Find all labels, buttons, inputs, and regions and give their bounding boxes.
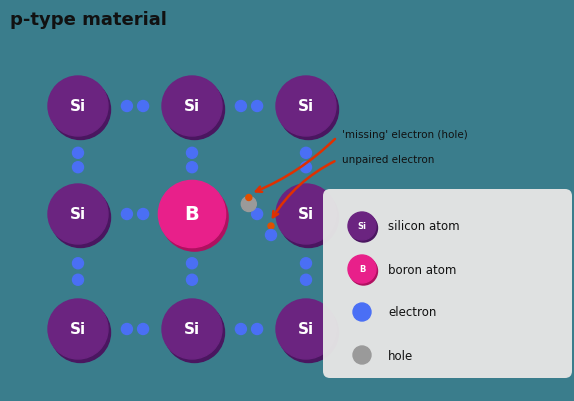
- Circle shape: [348, 255, 376, 283]
- Circle shape: [158, 181, 226, 248]
- Circle shape: [121, 324, 133, 335]
- Circle shape: [167, 80, 209, 122]
- Circle shape: [53, 80, 95, 122]
- Circle shape: [246, 195, 252, 201]
- Circle shape: [72, 275, 83, 286]
- Circle shape: [276, 299, 336, 359]
- Circle shape: [187, 258, 197, 269]
- Text: Si: Si: [184, 322, 200, 337]
- Circle shape: [187, 148, 197, 159]
- Circle shape: [165, 303, 224, 363]
- Circle shape: [187, 162, 197, 173]
- Circle shape: [281, 302, 323, 344]
- Circle shape: [301, 258, 312, 269]
- Text: 'missing' electron (hole): 'missing' electron (hole): [342, 130, 468, 140]
- Circle shape: [281, 188, 323, 229]
- Circle shape: [138, 209, 149, 220]
- Text: boron atom: boron atom: [388, 263, 456, 276]
- Circle shape: [235, 101, 246, 112]
- Text: Si: Si: [298, 207, 314, 222]
- Circle shape: [48, 184, 108, 244]
- Circle shape: [241, 197, 257, 212]
- Circle shape: [353, 346, 371, 364]
- Circle shape: [51, 188, 111, 248]
- Text: Si: Si: [70, 322, 86, 337]
- Circle shape: [51, 303, 111, 363]
- Circle shape: [276, 184, 336, 244]
- Circle shape: [51, 80, 111, 140]
- Circle shape: [162, 299, 222, 359]
- Circle shape: [235, 324, 246, 335]
- Circle shape: [162, 77, 222, 137]
- Circle shape: [278, 80, 339, 140]
- Circle shape: [167, 302, 209, 344]
- Text: B: B: [359, 265, 365, 274]
- Text: B: B: [185, 205, 199, 224]
- Circle shape: [278, 188, 339, 248]
- Circle shape: [72, 162, 83, 173]
- Text: silicon atom: silicon atom: [388, 220, 460, 233]
- Circle shape: [266, 230, 277, 241]
- Text: Si: Si: [70, 99, 86, 114]
- Text: hole: hole: [388, 348, 413, 362]
- Circle shape: [301, 148, 312, 159]
- Circle shape: [301, 275, 312, 286]
- Circle shape: [353, 303, 371, 321]
- Text: Si: Si: [184, 99, 200, 114]
- Circle shape: [350, 257, 378, 285]
- Circle shape: [301, 162, 312, 173]
- Text: unpaired electron: unpaired electron: [342, 155, 435, 164]
- Circle shape: [276, 77, 336, 137]
- Circle shape: [48, 77, 108, 137]
- Circle shape: [121, 209, 133, 220]
- Circle shape: [251, 209, 262, 220]
- Circle shape: [165, 185, 212, 232]
- Circle shape: [268, 223, 274, 229]
- Circle shape: [165, 80, 224, 140]
- Circle shape: [48, 299, 108, 359]
- Circle shape: [278, 303, 339, 363]
- Circle shape: [53, 302, 95, 344]
- Text: Si: Si: [70, 207, 86, 222]
- FancyBboxPatch shape: [323, 190, 572, 378]
- Circle shape: [350, 215, 378, 242]
- Text: Si: Si: [298, 99, 314, 114]
- Circle shape: [251, 324, 262, 335]
- Circle shape: [53, 188, 95, 229]
- Text: Si: Si: [298, 322, 314, 337]
- Text: p-type material: p-type material: [10, 11, 167, 29]
- Text: electron: electron: [388, 306, 436, 319]
- Circle shape: [121, 101, 133, 112]
- Circle shape: [138, 101, 149, 112]
- Circle shape: [161, 184, 228, 251]
- Text: Si: Si: [358, 222, 367, 231]
- Circle shape: [348, 213, 376, 241]
- Circle shape: [187, 275, 197, 286]
- Circle shape: [281, 80, 323, 122]
- Circle shape: [72, 148, 83, 159]
- Circle shape: [251, 101, 262, 112]
- Circle shape: [138, 324, 149, 335]
- Circle shape: [72, 258, 83, 269]
